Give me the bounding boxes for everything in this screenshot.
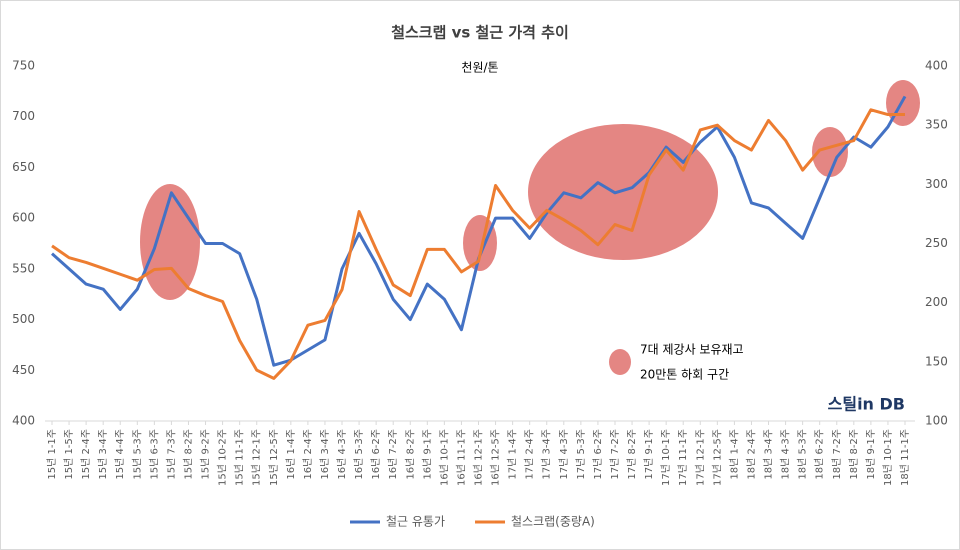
x-tick-label: 16년 6-2주: [370, 429, 382, 480]
y-tick-label: 400: [12, 414, 35, 428]
x-tick-label: 17년 3-4주: [541, 429, 553, 480]
x-tick-label: 17년 4-3주: [558, 429, 570, 480]
legend-label: 철근 유통가: [386, 515, 445, 529]
x-tick-label: 16년 11-1주: [455, 429, 467, 486]
x-tick-label: 15년 2-4주: [80, 429, 92, 480]
x-tick-label: 18년 4-3주: [780, 429, 792, 480]
x-tick-label: 15년 9-2주: [200, 429, 212, 480]
zone: [528, 124, 718, 260]
x-tick-label: 15년 6-3주: [148, 429, 160, 480]
x-tick-label: 15년 11-1주: [234, 429, 246, 486]
y-tick-label: 500: [12, 312, 35, 326]
y2-tick-label: 400: [925, 59, 948, 73]
x-tick-label: 15년 12-1주: [251, 429, 263, 486]
x-tick-label: 17년 9-1주: [643, 429, 655, 480]
y2-tick-label: 250: [925, 236, 948, 250]
y-tick-label: 750: [12, 59, 35, 73]
x-tick-label: 16년 12-1주: [473, 429, 485, 486]
y2-tick-label: 150: [925, 354, 948, 368]
y-tick-label: 650: [12, 160, 35, 174]
x-tick-label: 16년 2-4주: [302, 429, 314, 480]
zone: [812, 127, 848, 177]
x-tick-label: 16년 3-4주: [319, 429, 331, 480]
annotation: 20만톤 하회 구간: [640, 368, 729, 382]
x-tick-label: 17년 5-3주: [575, 429, 587, 480]
unit-label: 천원/톤: [461, 60, 498, 75]
x-tick-label: 17년 8-2주: [626, 429, 638, 480]
y-tick-label: 600: [12, 211, 35, 225]
x-tick-label: 18년 9-1주: [865, 429, 877, 480]
source-logo: 스틸in DB: [828, 395, 905, 414]
x-tick-label: 15년 8-2주: [182, 429, 194, 480]
x-tick-label: 17년 1-4주: [507, 429, 519, 480]
chart-title: 철스크랩 vs 철근 가격 추이: [391, 24, 569, 42]
x-tick-label: 16년 10-1주: [438, 429, 450, 486]
x-tick-label: 18년 5-3주: [797, 429, 809, 480]
x-tick-label: 16년 7-2주: [387, 429, 399, 480]
annotation: 7대 제강사 보유재고: [640, 343, 744, 357]
x-tick-label: 17년 6-2주: [592, 429, 604, 480]
series-line: [51, 108, 905, 380]
x-tick-label: 18년 1-4주: [728, 429, 740, 480]
y2-tick-label: 200: [925, 295, 948, 309]
x-tick-label: 17년 11-1주: [677, 429, 689, 486]
x-tick-label: 18년 10-1주: [882, 429, 894, 486]
x-tick-label: 16년 12-5주: [490, 429, 502, 486]
x-tick-label: 18년 8-2주: [848, 429, 860, 480]
x-tick-label: 18년 3-4주: [763, 429, 775, 480]
legend-label: 철스크랩(중량A): [511, 515, 595, 529]
y2-tick-label: 350: [925, 118, 948, 132]
x-tick-label: 15년 4-4주: [114, 429, 126, 480]
x-tick-label: 16년 1-4주: [285, 429, 297, 480]
x-tick-label: 15년 3-4주: [97, 429, 109, 480]
zone: [463, 215, 497, 271]
x-tick-label: 18년 7-2주: [831, 429, 843, 480]
y2-tick-label: 300: [925, 177, 948, 191]
x-tick-label: 15년 10-2주: [217, 429, 229, 486]
x-tick-label: 17년 10-1주: [660, 429, 672, 486]
x-tick-label: 17년 12-5주: [711, 429, 723, 486]
y-tick-label: 450: [12, 363, 35, 377]
x-tick-label: 15년 1-1주: [46, 429, 58, 480]
x-tick-label: 17년 12-1주: [694, 429, 706, 486]
x-tick-label: 15년 12-5주: [268, 429, 280, 486]
legend-zone: [609, 349, 631, 375]
x-tick-label: 16년 5-3주: [353, 429, 365, 480]
x-tick-label: 16년 4-3주: [336, 429, 348, 480]
y-tick-label: 700: [12, 109, 35, 123]
x-tick-label: 18년 11-1주: [899, 429, 911, 486]
x-tick-label: 18년 2-4주: [745, 429, 757, 480]
x-tick-label: 17년 7-2주: [609, 429, 621, 480]
y-tick-label: 550: [12, 261, 35, 275]
x-tick-label: 17년 2-4주: [524, 429, 536, 480]
y2-tick-label: 100: [925, 414, 948, 428]
x-tick-label: 15년 5-3주: [131, 429, 143, 480]
x-tick-label: 18년 6-2주: [814, 429, 826, 480]
x-tick-label: 15년 7-3주: [165, 429, 177, 480]
x-tick-label: 15년 1-5주: [63, 429, 75, 480]
x-tick-label: 16년 8-2주: [404, 429, 416, 480]
x-tick-label: 16년 9-1주: [421, 429, 433, 480]
